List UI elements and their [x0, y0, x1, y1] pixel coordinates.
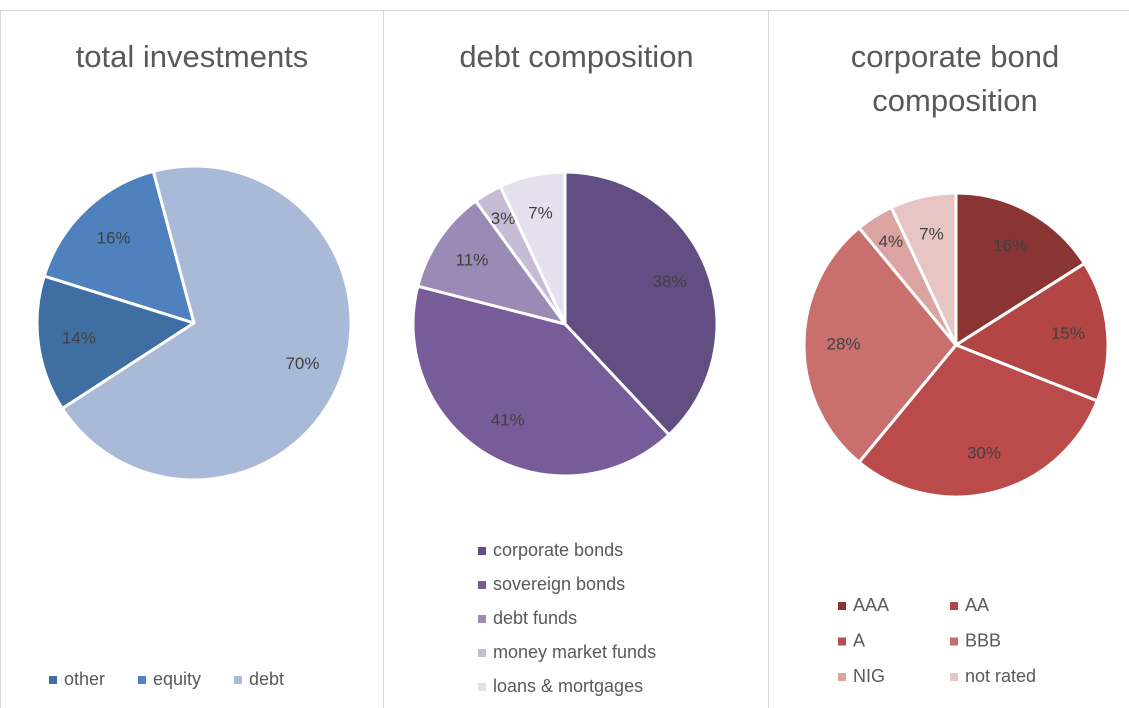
pie-slice [498, 170, 567, 325]
legend-swatch [950, 637, 958, 646]
legend-swatch [138, 676, 146, 684]
legend-swatch [234, 676, 242, 684]
data-label: 7% [919, 225, 944, 244]
chart-title: debt composition [459, 39, 694, 74]
data-label: 7% [528, 204, 553, 223]
data-label: 4% [879, 232, 904, 251]
legend-label: A [853, 630, 865, 650]
data-label: 15% [1051, 324, 1085, 343]
legend-swatch [950, 673, 958, 681]
legend-swatch [838, 602, 846, 610]
data-label: 70% [285, 354, 319, 373]
data-label: 28% [827, 334, 861, 353]
legend-label: not rated [965, 666, 1036, 686]
pie-slice [60, 164, 353, 482]
legend-label: loans & mortgages [493, 676, 643, 696]
pie-slice [42, 169, 197, 326]
legend-swatch [478, 547, 486, 555]
pie-slice [802, 225, 958, 465]
pie-slice [563, 170, 719, 437]
legend-label: corporate bonds [493, 540, 623, 560]
panel-border [768, 10, 1129, 708]
legend-swatch [838, 673, 846, 681]
legend-swatch [478, 615, 486, 623]
pie-slice [415, 198, 569, 327]
data-label: 14% [62, 328, 96, 347]
legend-label: debt funds [493, 608, 577, 628]
legend-label: BBB [965, 630, 1001, 650]
data-label: 16% [97, 229, 131, 248]
legend-swatch [478, 683, 486, 691]
legend-label: AAA [853, 595, 889, 615]
legend-label: money market funds [493, 642, 656, 662]
legend-label: sovereign bonds [493, 574, 625, 594]
legend-swatch [838, 637, 846, 646]
data-label: 30% [967, 443, 1001, 462]
data-label: 11% [456, 250, 489, 269]
pie-slice [954, 191, 1087, 348]
chart-title: total investments [75, 39, 309, 74]
legend-label: equity [153, 669, 201, 689]
legend-label: AA [965, 595, 989, 615]
legend-swatch [950, 602, 958, 610]
legend-swatch [478, 581, 486, 589]
chart-title: corporate bond composition [850, 39, 1060, 118]
pie-slice [856, 343, 1100, 499]
data-label: 41% [491, 410, 525, 429]
legend-label: other [64, 669, 105, 689]
pie-slice [35, 274, 198, 411]
pie-slice [952, 261, 1110, 403]
pie-slice [889, 191, 958, 346]
legend-swatch [49, 676, 57, 684]
data-label: 38% [653, 272, 687, 291]
legend-swatch [478, 649, 486, 657]
data-label: 3% [491, 209, 516, 228]
pie-slice [411, 284, 672, 478]
data-label: 16% [993, 236, 1027, 255]
legend-label: NIG [853, 666, 885, 686]
legend-label: debt [249, 669, 284, 689]
